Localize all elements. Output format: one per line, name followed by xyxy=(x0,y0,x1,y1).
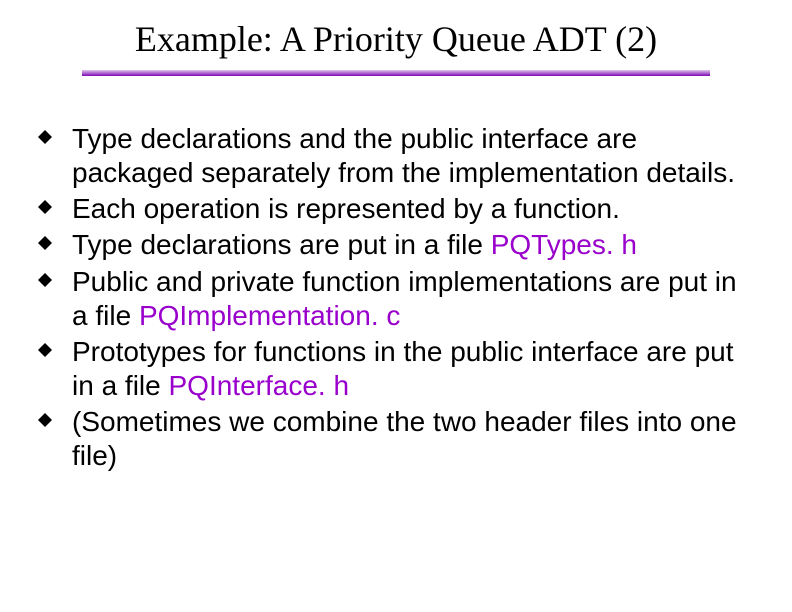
slide-title: Example: A Priority Queue ADT (2) xyxy=(0,18,792,60)
diamond-bullet-icon xyxy=(38,405,72,427)
highlighted-filename: PQTypes. h xyxy=(491,229,637,260)
highlighted-filename: PQImplementation. c xyxy=(139,300,400,331)
diamond-bullet-icon xyxy=(38,265,72,287)
list-item: Each operation is represented by a funct… xyxy=(38,192,758,226)
bullet-list: Type declarations and the public interfa… xyxy=(38,122,758,476)
list-item-text: Public and private function implementati… xyxy=(72,265,758,333)
list-item: (Sometimes we combine the two header fil… xyxy=(38,405,758,473)
diamond-bullet-icon xyxy=(38,228,72,250)
list-item: Type declarations are put in a file PQTy… xyxy=(38,228,758,262)
list-item: Public and private function implementati… xyxy=(38,265,758,333)
highlighted-filename: PQInterface. h xyxy=(169,370,350,401)
diamond-bullet-icon xyxy=(38,335,72,357)
list-item-text: Each operation is represented by a funct… xyxy=(72,192,758,226)
list-item: Prototypes for functions in the public i… xyxy=(38,335,758,403)
list-item-text: Type declarations and the public interfa… xyxy=(72,122,758,190)
diamond-bullet-icon xyxy=(38,192,72,214)
list-item-text: Prototypes for functions in the public i… xyxy=(72,335,758,403)
list-item-text: Type declarations are put in a file PQTy… xyxy=(72,228,758,262)
title-underline xyxy=(82,70,710,76)
slide: Example: A Priority Queue ADT (2) Type d… xyxy=(0,0,792,612)
diamond-bullet-icon xyxy=(38,122,72,144)
list-item: Type declarations and the public interfa… xyxy=(38,122,758,190)
list-item-text: (Sometimes we combine the two header fil… xyxy=(72,405,758,473)
